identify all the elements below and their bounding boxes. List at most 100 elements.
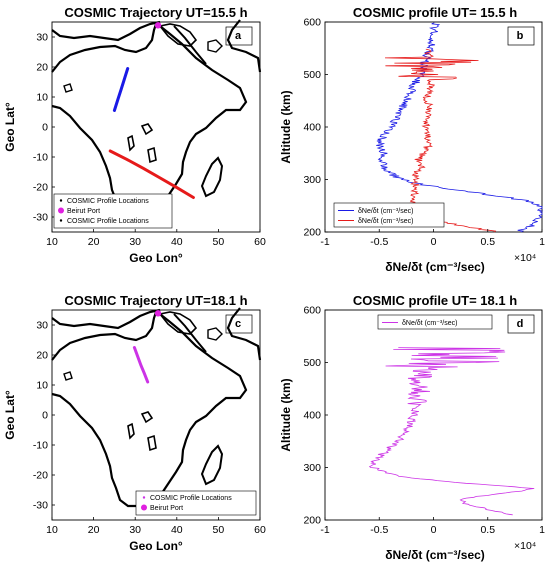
panel-d-ytick-label-0: 600 [303, 305, 321, 317]
panel-d-ytick-label-3: 300 [303, 462, 321, 474]
panel-b-legend: δNe/δt (cm⁻³/sec) δNe/δt (cm⁻³/sec) [333, 202, 445, 228]
panel-d-xtick-label-0: -1 [320, 524, 329, 536]
panel-c-ytick-label-2: 10 [36, 380, 48, 392]
panel-b-xtick-label-4: 1 [539, 236, 545, 248]
panel-c-xtick-label-0: 10 [46, 524, 58, 536]
panel-d-letter-box [507, 314, 535, 334]
panel-c-xtick-label-4: 50 [213, 524, 225, 536]
panel-b-ytick-label-2: 400 [303, 122, 321, 134]
panel-a-ytick-label-5: -20 [33, 182, 48, 194]
panel-a-legend: COSMIC Profile Locations Beirut Port COSMI… [53, 193, 173, 229]
panel-b: COSMIC profile UT= 15.5 h -1 -0.5 0 0.5 1 600… [279, 5, 545, 274]
panel-d-xtick-label-3: 0.5 [480, 524, 495, 536]
panel-c-legend-swatch-1 [141, 504, 147, 511]
panel-c-xlabel: Geo Lon° [129, 539, 183, 553]
panel-d-xtick-label-2: 0 [431, 524, 437, 536]
panel-c-legend-box [135, 490, 257, 516]
panel-a-ytick-label-4: -10 [33, 152, 48, 164]
panel-a-ytick-label-1: 20 [36, 62, 48, 74]
panel-b-legend-box [333, 202, 445, 228]
panel-b-xtick-label-2: 0 [431, 236, 437, 248]
panel-b-xtick-label-0: -1 [320, 236, 329, 248]
panel-c-ytick-label-6: -30 [33, 500, 48, 512]
panel-a-trajectory-0 [112, 67, 130, 112]
panel-b-marks [376, 22, 544, 233]
panel-b-letter-box [507, 26, 535, 46]
panel-b-xtick-label-3: 0.5 [480, 236, 495, 248]
panel-a-legend-label-0: COSMIC Profile Locations [67, 198, 149, 205]
panel-c-beirut-marker [154, 310, 162, 317]
panel-c-ytick-label-1: 20 [36, 350, 48, 362]
panel-c-trajectory-0 [132, 346, 150, 384]
panel-c-ytick-label-0: 30 [36, 320, 48, 332]
panel-d: COSMIC profile UT= 18.1 h -1 -0.5 0 0.5 1 600… [279, 293, 545, 562]
panel-b-xlabel: δNe/δt (cm⁻³/sec) [385, 260, 485, 274]
panel-a-ytick-label-6: -30 [33, 212, 48, 224]
panel-c-title: COSMIC Trajectory UT=18.1 h [64, 293, 247, 308]
panel-c-letter-box [225, 314, 253, 334]
panel-c-ytick-label-5: -20 [33, 470, 48, 482]
panel-a-xtick-label-1: 20 [88, 236, 100, 248]
panel-d-xlabel: δNe/δt (cm⁻³/sec) [385, 548, 485, 562]
panel-c-letter: c [235, 318, 241, 330]
panel-b-ticks: -1 -0.5 0 0.5 1 600 500 400 300 200 [303, 17, 545, 249]
panel-d-ytick-label-2: 400 [303, 410, 321, 422]
panel-a-ytick-label-3: 0 [42, 122, 48, 134]
panel-d-ticks: -1 -0.5 0 0.5 1 600 500 400 300 200 [303, 305, 545, 537]
panel-a-title: COSMIC Trajectory UT=15.5 h [64, 5, 247, 20]
panel-c-ylabel: Geo Lat° [3, 390, 17, 440]
panel-b-xtick-label-1: -0.5 [370, 236, 388, 248]
panel-b-ytick-label-0: 600 [303, 17, 321, 29]
panel-d-ytick-label-4: 200 [303, 515, 321, 527]
panel-a-xtick-label-0: 10 [46, 236, 58, 248]
panel-a-xlabel: Geo Lon° [129, 251, 183, 265]
panel-b-x-multiplier: ×10⁴ [514, 252, 536, 264]
panel-b-ytick-label-4: 200 [303, 227, 321, 239]
panel-a-ytick-label-0: 30 [36, 32, 48, 44]
panel-d-title: COSMIC profile UT= 18.1 h [353, 293, 517, 308]
panel-a-trajectory-1 [108, 149, 195, 199]
panel-a-legend-swatch-1 [58, 207, 64, 214]
panel-a-map-coastline [51, 19, 262, 220]
panel-a: COSMIC Trajectory UT=15.5 h 10 20 30 40 50 60… [3, 5, 266, 265]
panel-a-legend-box [53, 193, 173, 229]
panel-a-ytick-label-2: 10 [36, 92, 48, 104]
panel-b-legend-label-0: δNe/δt (cm⁻³/sec) [358, 208, 413, 215]
panel-d-marks [368, 347, 535, 516]
panel-c-legend-label-0: COSMIC Profile Locations [150, 495, 232, 502]
panel-a-ticks: 10 20 30 40 50 60 30 20 10 0 -10 -20 -30 [33, 32, 266, 249]
panel-d-xtick-label-1: -0.5 [370, 524, 388, 536]
panel-d-x-multiplier: ×10⁴ [514, 540, 536, 552]
panel-b-ytick-label-1: 500 [303, 69, 321, 81]
panel-a-xtick-label-5: 60 [254, 236, 266, 248]
panel-a-xtick-label-3: 40 [171, 236, 183, 248]
panel-d-xtick-label-4: 1 [539, 524, 545, 536]
panel-c-ytick-label-3: 0 [42, 410, 48, 422]
panel-a-xtick-label-4: 50 [213, 236, 225, 248]
panel-c-legend-label-1: Beirut Port [150, 505, 183, 512]
panel-a-legend-label-2: COSMIC Profile Locations [67, 218, 149, 225]
panel-c-marks [132, 310, 162, 384]
panel-d-frame [324, 309, 543, 521]
panel-c: COSMIC Trajectory UT=18.1 h 10 20 30 40 50 60… [3, 293, 266, 553]
panel-c-legend: COSMIC Profile Locations Beirut Port [135, 490, 257, 516]
panel-b-frame [324, 21, 543, 233]
panel-a-letter-box [225, 26, 253, 46]
panel-c-legend-swatch-0 [142, 496, 146, 499]
panel-c-xtick-label-5: 60 [254, 524, 266, 536]
panel-c-xtick-label-1: 20 [88, 524, 100, 536]
panel-d-ytick-label-1: 500 [303, 357, 321, 369]
panel-b-ylabel: Altitude (km) [279, 90, 293, 163]
panel-d-legend: δNe/δt (cm⁻³/sec) [377, 314, 493, 330]
panel-a-legend-label-1: Beirut Port [67, 208, 100, 215]
panel-d-legend-box [377, 314, 493, 330]
panel-d-ylabel: Altitude (km) [279, 378, 293, 451]
panel-c-xtick-label-3: 40 [171, 524, 183, 536]
panel-b-letter: b [517, 30, 524, 42]
panel-a-xtick-label-2: 30 [129, 236, 141, 248]
panel-b-ytick-label-3: 300 [303, 174, 321, 186]
panel-d-series-0 [368, 347, 535, 516]
panel-b-series-1 [384, 48, 497, 233]
panel-c-map-coastline [51, 307, 262, 508]
panel-c-frame [51, 309, 261, 521]
